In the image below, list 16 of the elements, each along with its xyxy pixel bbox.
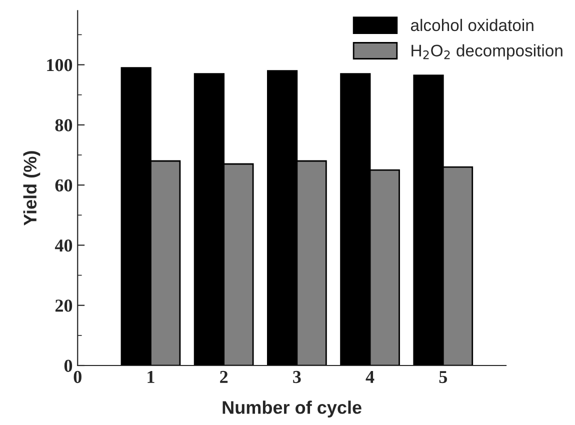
x-tick-label: 4: [366, 371, 374, 383]
y-tick-label: 80: [55, 119, 72, 132]
x-axis-title: Number of cycle: [222, 400, 362, 418]
x-tick-label: 0: [74, 370, 82, 384]
y-tick-label: 60: [55, 179, 72, 192]
y-tick-label: 0: [64, 360, 72, 372]
legend-label: alcohol oxidatoin: [410, 18, 534, 32]
x-tick-label: 3: [293, 370, 301, 384]
y-tick-label: 20: [55, 300, 72, 312]
x-tick-label: 1: [148, 370, 154, 383]
y-axis-title: Yield (%): [23, 151, 40, 226]
y-tick-label: 40: [54, 239, 72, 252]
legend-label: H$_{2}$O$_{2}$ decomposition: [412, 44, 562, 60]
x-tick-label: 5: [439, 371, 447, 384]
x-tick-label: 2: [220, 370, 228, 383]
y-tick-label: 100: [47, 59, 72, 72]
